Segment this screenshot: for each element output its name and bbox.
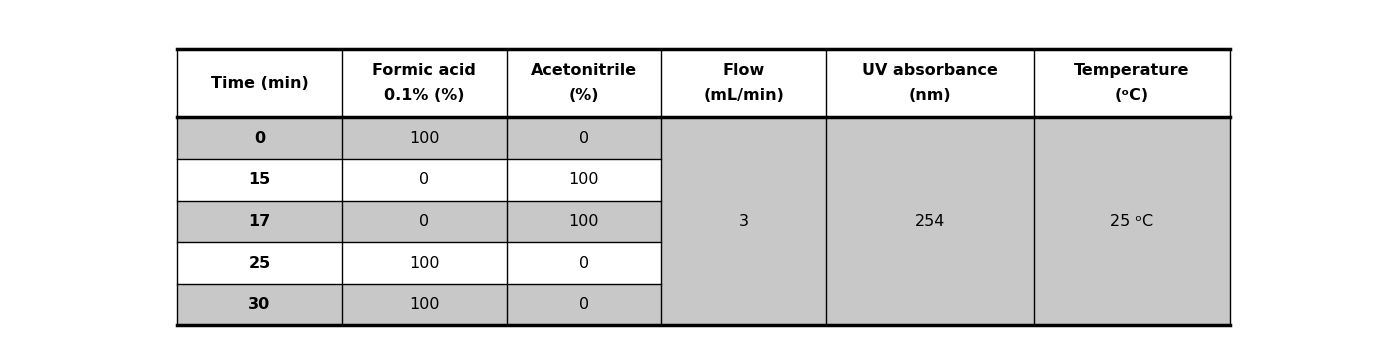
Bar xyxy=(507,159,662,201)
Bar xyxy=(342,117,507,159)
Text: 17: 17 xyxy=(249,214,270,229)
Text: Flow: Flow xyxy=(722,63,765,78)
Bar xyxy=(342,201,507,242)
Text: (mL/min): (mL/min) xyxy=(703,88,784,103)
Bar xyxy=(342,159,507,201)
Bar xyxy=(507,49,662,117)
Text: 25 ᵒC: 25 ᵒC xyxy=(1111,214,1153,229)
Bar xyxy=(662,117,1230,326)
Bar xyxy=(507,117,662,159)
Text: 100: 100 xyxy=(409,131,439,146)
Text: 0: 0 xyxy=(254,131,265,146)
Bar xyxy=(177,49,342,117)
Bar xyxy=(1034,49,1230,117)
Text: (%): (%) xyxy=(568,88,599,103)
Bar xyxy=(507,201,662,242)
Bar xyxy=(342,284,507,326)
Text: 100: 100 xyxy=(409,297,439,312)
Text: 0: 0 xyxy=(419,172,430,187)
Text: 0: 0 xyxy=(579,297,589,312)
Bar xyxy=(827,49,1034,117)
Bar xyxy=(507,242,662,284)
Text: 254: 254 xyxy=(914,214,945,229)
Text: Temperature: Temperature xyxy=(1074,63,1189,78)
Text: 25: 25 xyxy=(249,255,270,271)
Bar xyxy=(342,242,507,284)
Text: 0: 0 xyxy=(419,214,430,229)
Text: 100: 100 xyxy=(568,172,599,187)
Text: Time (min): Time (min) xyxy=(210,76,309,91)
Bar xyxy=(177,201,342,242)
Bar xyxy=(177,284,342,326)
Text: (nm): (nm) xyxy=(909,88,951,103)
Text: Formic acid: Formic acid xyxy=(372,63,476,78)
Text: 0: 0 xyxy=(579,131,589,146)
Text: 30: 30 xyxy=(249,297,270,312)
Bar xyxy=(662,49,827,117)
Text: UV absorbance: UV absorbance xyxy=(862,63,998,78)
Text: 15: 15 xyxy=(249,172,270,187)
Bar xyxy=(177,242,342,284)
Text: 0: 0 xyxy=(579,255,589,271)
Text: (ᵒC): (ᵒC) xyxy=(1115,88,1149,103)
Bar xyxy=(177,117,342,159)
Text: 3: 3 xyxy=(739,214,748,229)
Text: 100: 100 xyxy=(409,255,439,271)
Bar xyxy=(507,284,662,326)
Bar xyxy=(177,159,342,201)
Bar xyxy=(342,49,507,117)
Text: 0.1% (%): 0.1% (%) xyxy=(384,88,464,103)
Text: 100: 100 xyxy=(568,214,599,229)
Text: Acetonitrile: Acetonitrile xyxy=(531,63,637,78)
